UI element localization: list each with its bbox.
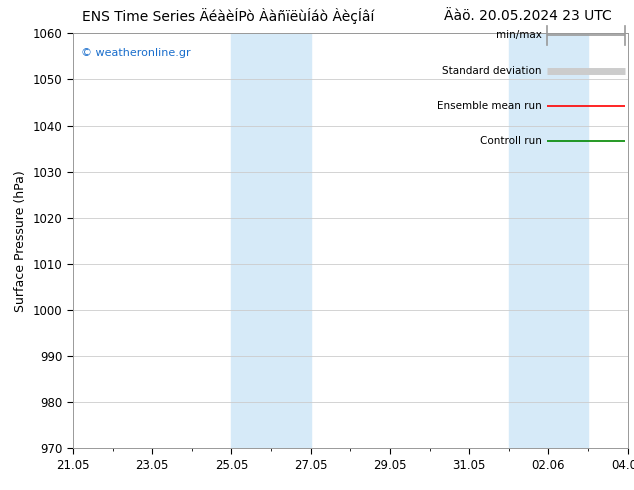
Text: © weatheronline.gr: © weatheronline.gr — [81, 48, 191, 58]
Bar — [231, 33, 311, 448]
Text: ENS Time Series ÄéàèÍPò ÀàñïëùÍáò ÀèçÍâí: ENS Time Series ÄéàèÍPò ÀàñïëùÍáò ÀèçÍâí — [82, 8, 375, 24]
Text: Äàö. 20.05.2024 23 UTC: Äàö. 20.05.2024 23 UTC — [444, 9, 612, 23]
Bar — [508, 33, 588, 448]
Text: Controll run: Controll run — [480, 136, 541, 146]
Y-axis label: Surface Pressure (hPa): Surface Pressure (hPa) — [14, 170, 27, 312]
Text: Standard deviation: Standard deviation — [442, 66, 541, 75]
Text: Ensemble mean run: Ensemble mean run — [437, 101, 541, 111]
Text: min/max: min/max — [496, 30, 541, 40]
